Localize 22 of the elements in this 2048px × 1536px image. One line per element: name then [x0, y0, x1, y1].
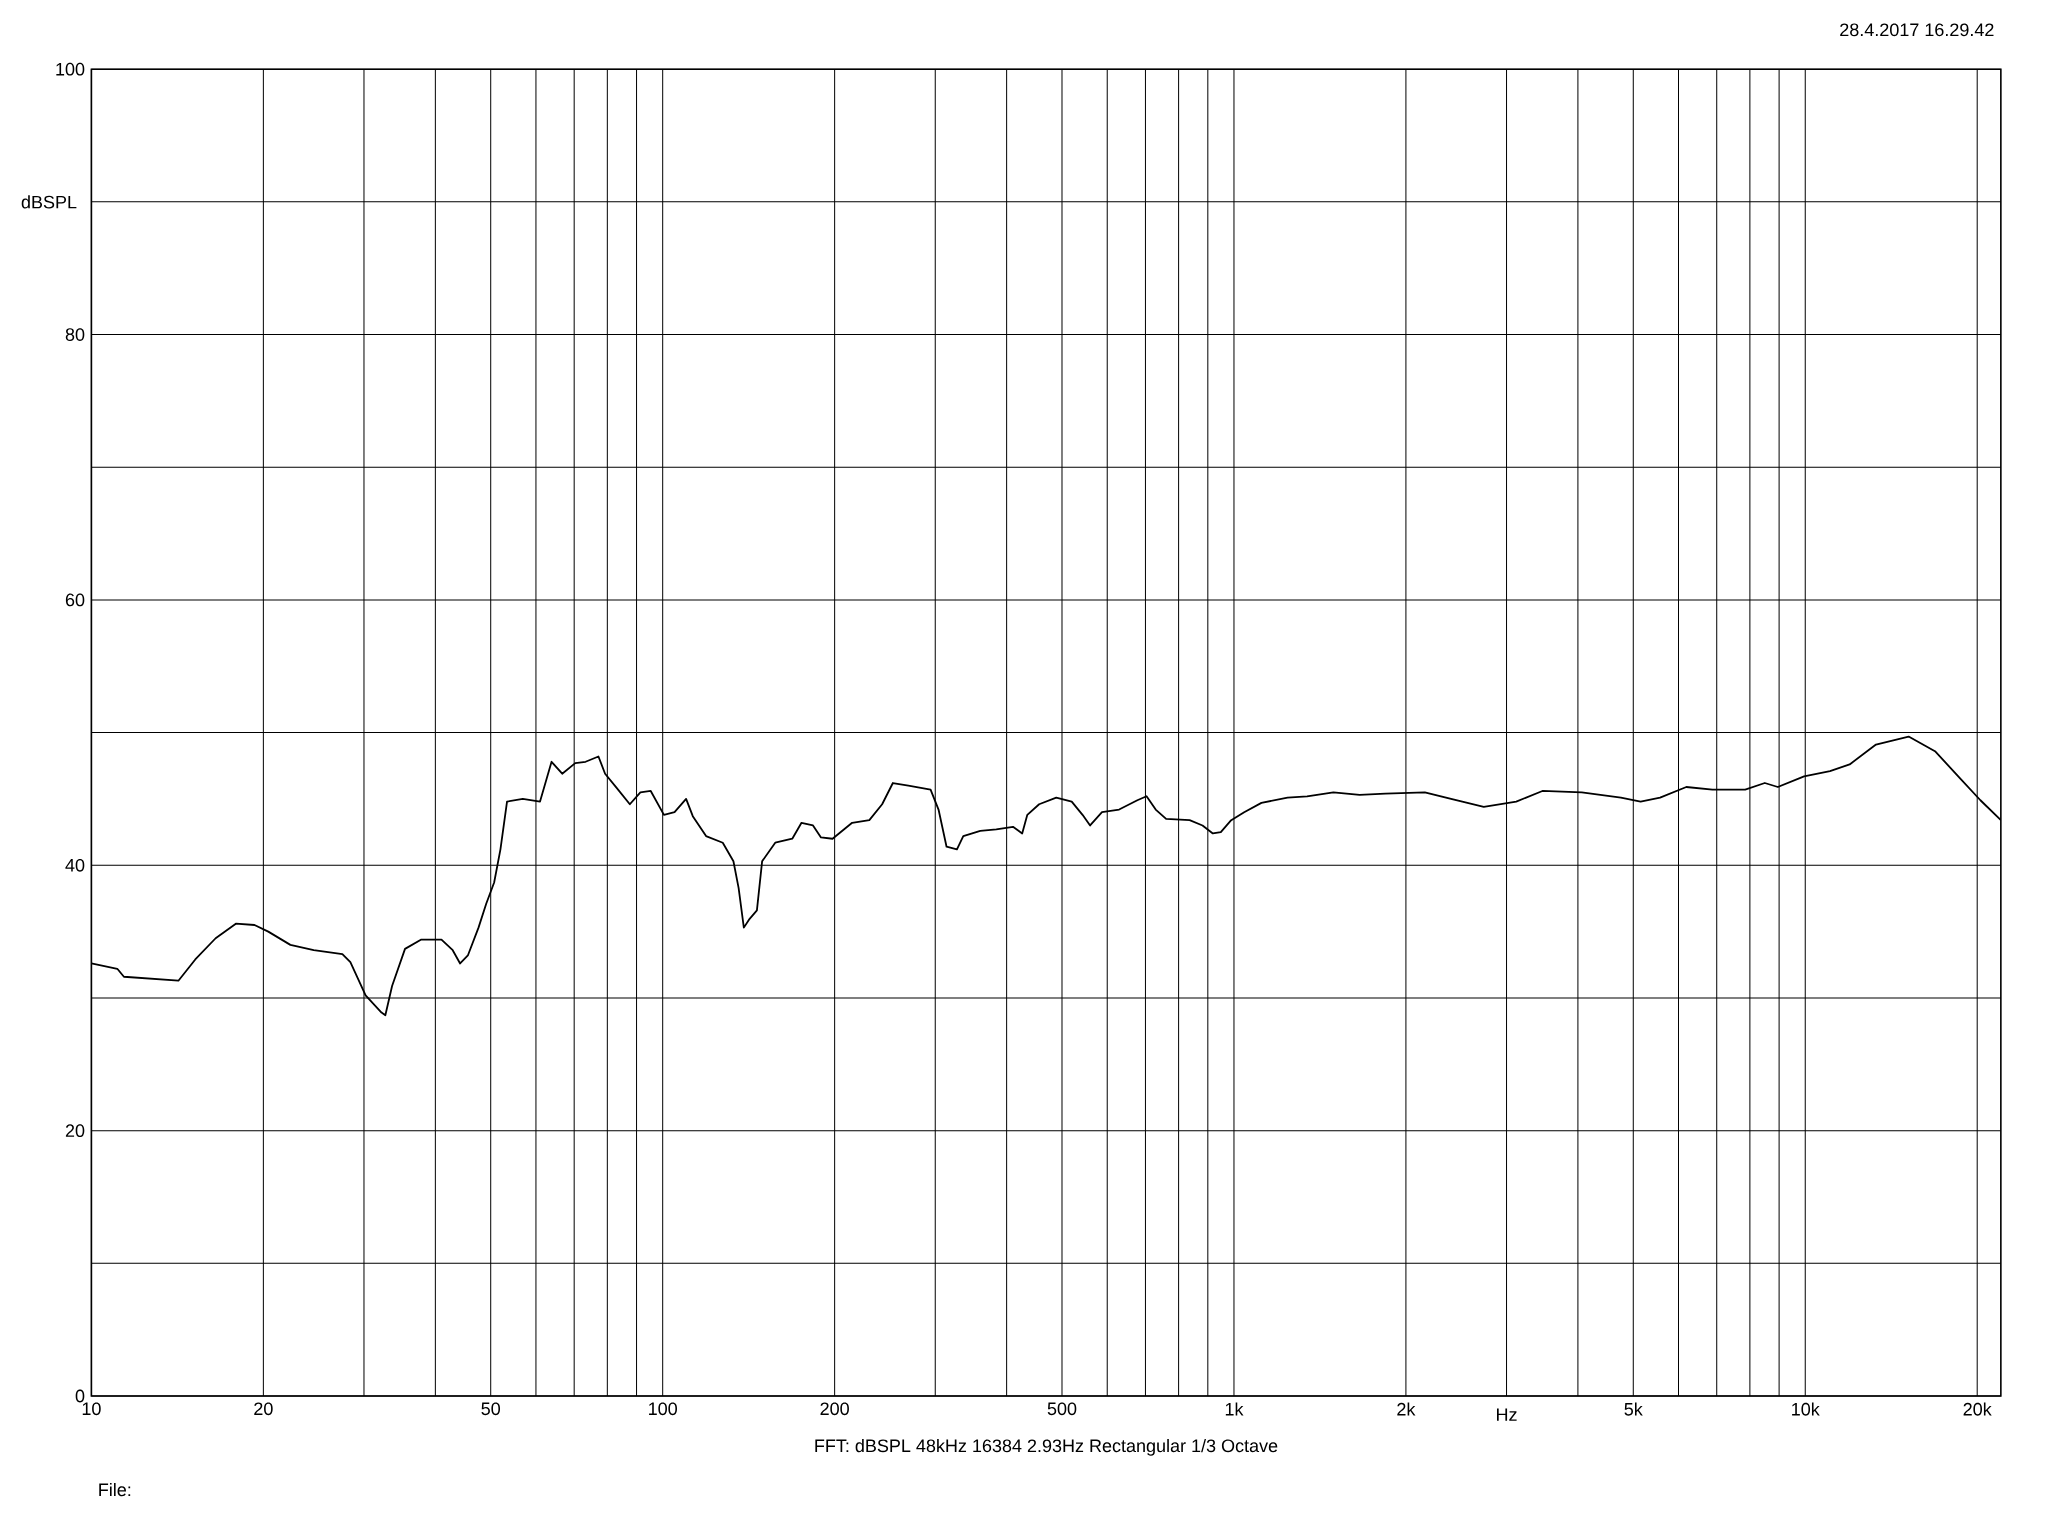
- text: File:: [99, 1482, 131, 1497]
- text: 28.4.2017 16.29.42: [1840, 23, 1994, 37]
- x-tick-label: 10k: [1792, 1402, 1820, 1416]
- x-tick-label: 5k: [1624, 1402, 1643, 1416]
- x-tick-label: 2k: [1397, 1402, 1416, 1416]
- y-tick-label: 20: [65, 1124, 85, 1138]
- x-tick-label: 50: [481, 1402, 501, 1416]
- x-axis-title: Hz: [1497, 1408, 1517, 1421]
- x-tick-label: 1k: [1225, 1402, 1244, 1416]
- text: FFT: dBSPL 48kHz 16384 2.93Hz Rectangular 1/3 Octave: [815, 1438, 1278, 1456]
- x-tick-label: 20k: [1963, 1402, 1992, 1416]
- y-tick-label: 80: [65, 328, 85, 341]
- x-tick-label: 10: [82, 1402, 101, 1416]
- y-tick-label: 40: [65, 858, 85, 872]
- y-axis-title: dBSPL: [21, 195, 77, 209]
- y-tick-label: 0: [75, 1389, 85, 1403]
- x-tick-label: 100: [649, 1402, 678, 1416]
- x-tick-label: 200: [820, 1402, 849, 1416]
- y-tick-label: 60: [65, 593, 85, 607]
- x-tick-label: 20: [254, 1402, 273, 1416]
- y-tick-label: 100: [56, 62, 85, 76]
- x-tick-label: 500: [1047, 1402, 1077, 1416]
